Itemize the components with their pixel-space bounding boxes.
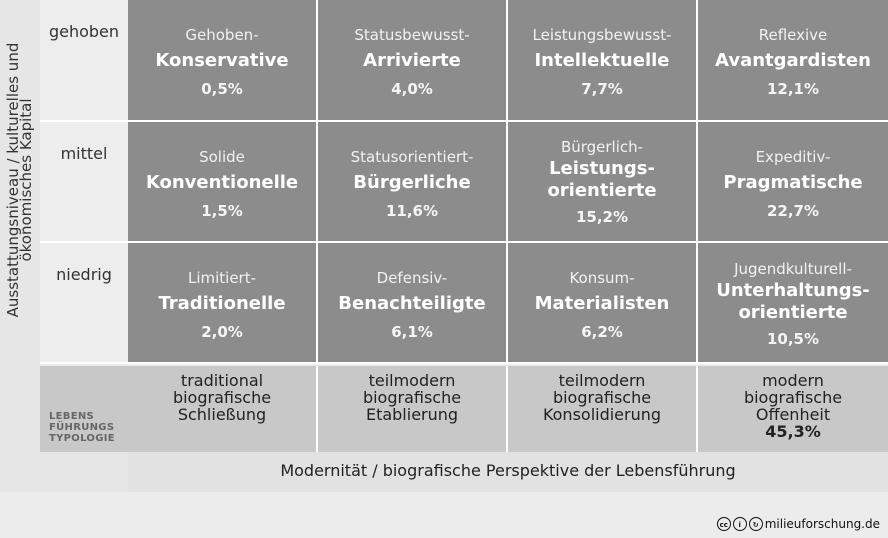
typology-modern: modern biografische Offenheit 45,3% [698, 366, 888, 452]
row-label-gehoben: gehoben [40, 0, 128, 122]
milieu-cell-solide-konventionelle: Solide Konventionelle 1,5% [128, 122, 318, 243]
typology-line-2: biografische [172, 388, 272, 407]
typology-line-3: Konsolidierung [542, 405, 662, 424]
milieu-share: 11,6% [385, 202, 439, 220]
milieu-share: 15,2% [575, 208, 629, 226]
typology-label-line-1: LEBENS [49, 411, 95, 422]
milieu-share: 2,0% [201, 323, 243, 341]
milieu-prefix: Bürgerlich- [560, 138, 644, 156]
typology-line-1: modern [762, 371, 824, 390]
milieu-prefix: Limitiert- [187, 269, 257, 287]
milieu-prefix: Gehoben- [185, 26, 259, 44]
milieu-name-line-1: Unterhaltungs- [716, 280, 870, 301]
milieu-prefix: Expeditiv- [755, 148, 831, 166]
sa-icon: ↻ [748, 517, 763, 531]
credit[interactable]: cc i ↻ milieuforschung.de [716, 517, 880, 531]
milieu-prefix: Statusorientiert- [350, 148, 474, 166]
row-label-mittel: mittel [40, 122, 128, 243]
milieu-share: 10,5% [766, 330, 820, 348]
milieu-share: 7,7% [581, 80, 623, 98]
credit-site-link[interactable]: milieuforschung.de [764, 517, 880, 531]
milieu-name: Materialisten [534, 293, 670, 314]
milieu-share: 12,1% [766, 80, 820, 98]
milieu-cell-gehoben-konservative: Gehoben- Konservative 0,5% [128, 0, 318, 122]
milieu-cell-leistungsbewusst-intellektuelle: Leistungsbewusst- Intellektuelle 7,7% [508, 0, 698, 122]
typology-line-3: Offenheit [755, 405, 831, 424]
typology-traditional: traditional biografische Schließung [128, 366, 318, 452]
milieu-prefix: Reflexive [758, 26, 828, 44]
milieu-name: Benachteiligte [338, 293, 486, 314]
y-axis-label: Ausstattungsniveau / kulturelles und öko… [0, 0, 40, 492]
typology-line-1: teilmodern [558, 371, 646, 390]
milieu-name-line-2: orientierte [738, 302, 848, 323]
x-axis-label: Modernität / biografische Perspektive de… [128, 452, 888, 492]
typology-line-1: traditional [180, 371, 264, 390]
milieu-name: Konventionelle [145, 172, 299, 193]
milieu-cell-buergerlich-leistungsorientierte: Bürgerlich- Leistungs- orientierte 15,2% [508, 122, 698, 243]
typology-line-2: biografische [743, 388, 843, 407]
typology-line-2: biografische [552, 388, 652, 407]
milieu-prefix: Defensiv- [376, 269, 448, 287]
milieu-name: Arrivierte [363, 50, 461, 71]
milieu-cell-expeditiv-pragmatische: Expeditiv- Pragmatische 22,7% [698, 122, 888, 243]
milieu-share: 6,1% [391, 323, 433, 341]
milieu-name: Pragmatische [723, 172, 863, 193]
milieu-cell-konsum-materialisten: Konsum- Materialisten 6,2% [508, 243, 698, 364]
milieu-name: Traditionelle [158, 293, 286, 314]
milieu-cell-defensiv-benachteiligte: Defensiv- Benachteiligte 6,1% [318, 243, 508, 364]
milieu-prefix: Konsum- [569, 269, 635, 287]
typology-teilmodern-konsolidierung: teilmodern biografische Konsolidierung [508, 366, 698, 452]
milieu-cell-jugendkulturell-unterhaltungsorientierte: Jugendkulturell- Unterhaltungs- orientie… [698, 243, 888, 364]
milieu-prefix: Leistungsbewusst- [532, 26, 672, 44]
milieu-name-line-2: orientierte [547, 180, 657, 201]
milieu-prefix: Statusbewusst- [354, 26, 470, 44]
typology-line-3: Etablierung [365, 405, 459, 424]
typology-line-3: Schließung [177, 405, 267, 424]
milieu-cell-statusorientiert-buergerliche: Statusorientiert- Bürgerliche 11,6% [318, 122, 508, 243]
milieu-cell-statusbewusst-arrivierte: Statusbewusst- Arrivierte 4,0% [318, 0, 508, 122]
milieu-cell-reflexive-avantgardisten: Reflexive Avantgardisten 12,1% [698, 0, 888, 122]
milieu-name: Konservative [155, 50, 289, 71]
typology-label-line-2: FÜHRUNGS [49, 422, 115, 433]
typology-line-1: teilmodern [368, 371, 456, 390]
milieu-share: 6,2% [581, 323, 623, 341]
by-icon: i [732, 517, 747, 531]
milieu-share: 1,5% [201, 202, 243, 220]
milieu-name: Bürgerliche [353, 172, 471, 193]
cc-icon: cc [716, 517, 731, 531]
milieu-cell-limitiert-traditionelle: Limitiert- Traditionelle 2,0% [128, 243, 318, 364]
milieu-name-line-1: Leistungs- [549, 158, 655, 179]
milieu-share: 4,0% [391, 80, 433, 98]
typology-label: LEBENS FÜHRUNGS TYPOLOGIE [40, 366, 128, 452]
milieu-name: Avantgardisten [715, 50, 871, 71]
typology-label-line-3: TYPOLOGIE [49, 433, 115, 444]
milieu-prefix: Jugendkulturell- [734, 260, 852, 278]
typology-teilmodern-etablierung: teilmodern biografische Etablierung [318, 366, 508, 452]
milieu-prefix: Solide [199, 148, 245, 166]
typology-share: 45,3% [765, 422, 821, 441]
axis-corner [40, 452, 128, 492]
milieu-name: Intellektuelle [534, 50, 670, 71]
milieu-share: 22,7% [766, 202, 820, 220]
row-label-niedrig: niedrig [40, 243, 128, 364]
typology-line-2: biografische [362, 388, 462, 407]
milieu-share: 0,5% [201, 80, 243, 98]
